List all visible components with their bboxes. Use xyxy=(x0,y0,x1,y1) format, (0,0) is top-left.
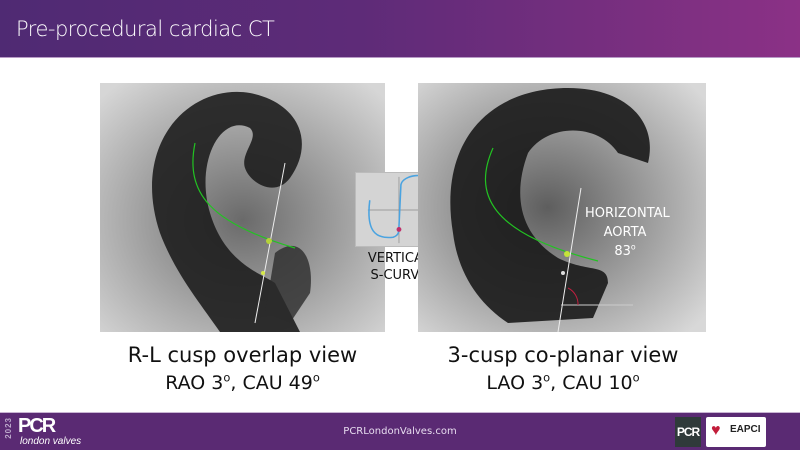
left-caption-title: R-L cusp overlap view xyxy=(127,343,358,367)
left-caption-angles: RAO 3o, CAU 49o xyxy=(100,369,385,397)
left-caption: R-L cusp overlap view RAO 3o, CAU 49o xyxy=(100,341,385,397)
horizontal-aorta-label: HORIZONTAL AORTA 83o xyxy=(585,204,670,261)
right-caption: 3-cusp co-planar view LAO 3o, CAU 10o xyxy=(413,341,713,397)
degree-sup: o xyxy=(312,370,320,385)
rao-angle: RAO 3 xyxy=(165,372,224,394)
angle-value: 83 xyxy=(614,244,631,259)
degree-sup: o xyxy=(223,370,231,385)
pcr-logo: PCR xyxy=(18,415,56,437)
s-curve-label-line2: S-CURVE xyxy=(370,268,428,283)
slide-title: Pre-procedural cardiac CT xyxy=(16,17,275,41)
angiogram-left-image xyxy=(100,83,385,332)
overlay-line1: HORIZONTAL xyxy=(585,206,670,221)
london-valves-logo-text: london valves xyxy=(20,436,82,447)
eapci-text: EAPCI xyxy=(730,424,761,435)
right-caption-title: 3-cusp co-planar view xyxy=(447,343,679,367)
degree-sup: o xyxy=(543,370,551,385)
angiogram-right-image xyxy=(418,83,706,332)
overlay-line2: AORTA xyxy=(603,225,647,240)
header-bar: Pre-procedural cardiac CT xyxy=(0,0,800,58)
s-curve-label-line1: VERTICAL xyxy=(367,251,431,266)
s-curve-label: VERTICAL S-CURVE xyxy=(352,250,446,284)
overlay-angle: 83o xyxy=(585,242,665,261)
degree-sup: o xyxy=(632,370,640,385)
cau-angle: , CAU 49 xyxy=(230,372,313,394)
footer-bar: 2023 PCR london valves PCRLondonValves.c… xyxy=(0,412,800,450)
eapci-logo: ♥ EAPCI xyxy=(706,417,766,447)
degree-sup: o xyxy=(630,242,636,252)
right-caption-angles: LAO 3o, CAU 10o xyxy=(413,369,713,397)
website-link[interactable]: PCRLondonValves.com xyxy=(343,426,457,437)
lao-angle: LAO 3 xyxy=(486,372,544,394)
heart-icon: ♥ xyxy=(711,422,721,439)
pcr-partner-logo: PCR xyxy=(675,417,701,447)
cau-angle: , CAU 10 xyxy=(550,372,633,394)
